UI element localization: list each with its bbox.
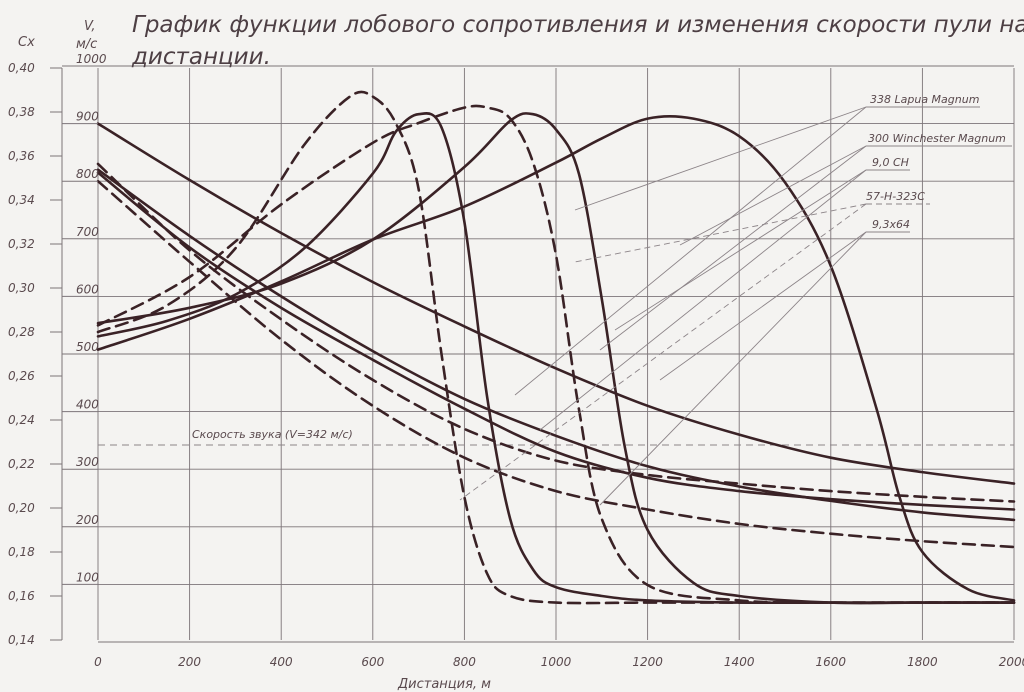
cx-tick-label: 0,34 — [8, 193, 35, 207]
v-axis-unit: м/с — [76, 37, 97, 52]
legend-label-9-3x64: 9,3x64 — [872, 218, 910, 231]
x-tick-label: 1000 — [541, 655, 572, 669]
x-tick-label: 1600 — [816, 655, 847, 669]
x-tick-label: 1400 — [724, 655, 755, 669]
chart-legend: 338 Lapua Magnum 300 Winchester Magnum 9… — [866, 93, 1006, 231]
cx-tick-label: 0,32 — [8, 237, 35, 251]
cx-tick-label: 0,36 — [8, 149, 35, 163]
cx-tick-label: 0,20 — [8, 501, 35, 515]
cx-tick-label: 0,38 — [8, 105, 35, 119]
sound-speed-label: Скорость звука (V=342 м/с) — [192, 428, 353, 441]
cx-tick-label: 0,22 — [8, 457, 35, 471]
x-tick-label: 1800 — [907, 655, 938, 669]
x-tick-label: 800 — [453, 655, 476, 669]
legend-label-300-win-mag: 300 Winchester Magnum — [868, 132, 1006, 145]
chart-title-line2: дистанции. — [131, 44, 271, 70]
v-tick-label: 400 — [76, 398, 99, 412]
velocity-series-2 — [96, 168, 1016, 522]
cx-tick-label: 0,28 — [8, 325, 35, 339]
v-tick-label: 200 — [76, 513, 99, 527]
cx-series-5 — [96, 104, 1016, 605]
v-tick-label: 1000 — [76, 52, 107, 66]
velocity-series-5 — [96, 179, 1016, 549]
cx-tick-label: 0,40 — [8, 61, 35, 75]
chart-grid — [61, 65, 1015, 643]
x-tick-label: 600 — [361, 655, 384, 669]
legend-leader-line — [599, 231, 867, 506]
velocity-series-4 — [96, 162, 1016, 503]
chart-curves — [96, 90, 1016, 605]
cx-tick-label: 0,16 — [8, 589, 35, 603]
legend-leader-line — [599, 145, 867, 351]
v-tick-label: 700 — [76, 225, 99, 239]
legend-label-9-0-ch: 9,0 CH — [872, 156, 909, 169]
legend-leader-line — [574, 203, 867, 263]
x-tick-label: 400 — [270, 655, 293, 669]
chart-title-line1: График функции лобового сопротивления и … — [132, 12, 1024, 38]
legend-label-338-lapua: 338 Lapua Magnum — [870, 93, 979, 106]
legend-leader-line — [614, 169, 867, 331]
v-tick-label: 600 — [76, 282, 99, 296]
legend-leader-line — [539, 169, 867, 431]
cx-tick-label: 0,30 — [8, 281, 35, 295]
cx-tick-label: 0,24 — [8, 413, 35, 427]
cx-tick-label: 0,26 — [8, 369, 35, 383]
legend-leader-line — [659, 231, 867, 381]
legend-leader-line — [459, 203, 867, 501]
cx-tick-label: 0,18 — [8, 545, 35, 559]
v-tick-label: 800 — [76, 167, 99, 181]
cx-series-4 — [96, 90, 1016, 605]
x-axis-label: Дистанция, м — [397, 677, 491, 692]
x-tick-label: 0 — [94, 655, 102, 669]
cx-series-3 — [96, 114, 1016, 602]
x-tick-label: 1200 — [632, 655, 663, 669]
v-tick-label: 500 — [76, 340, 99, 354]
legend-leader-line — [574, 106, 867, 211]
v-tick-label: 100 — [76, 570, 99, 584]
legend-leader-lines — [459, 106, 1012, 506]
velocity-series-1 — [96, 122, 1016, 485]
cx-tick-label: 0,14 — [8, 633, 35, 647]
legend-leader-line — [514, 106, 867, 396]
cx-series-2 — [96, 112, 1016, 605]
v-tick-label: 300 — [76, 455, 99, 469]
x-tick-label: 200 — [178, 655, 201, 669]
v-tick-label: 900 — [76, 110, 99, 124]
legend-label-57-h-323c: 57-H-323C — [866, 190, 925, 203]
v-axis-label: V, — [84, 19, 96, 34]
legend-leader-line — [679, 145, 867, 246]
velocity-series-3 — [96, 171, 1016, 511]
cx-axis-label: Cx — [18, 35, 35, 50]
